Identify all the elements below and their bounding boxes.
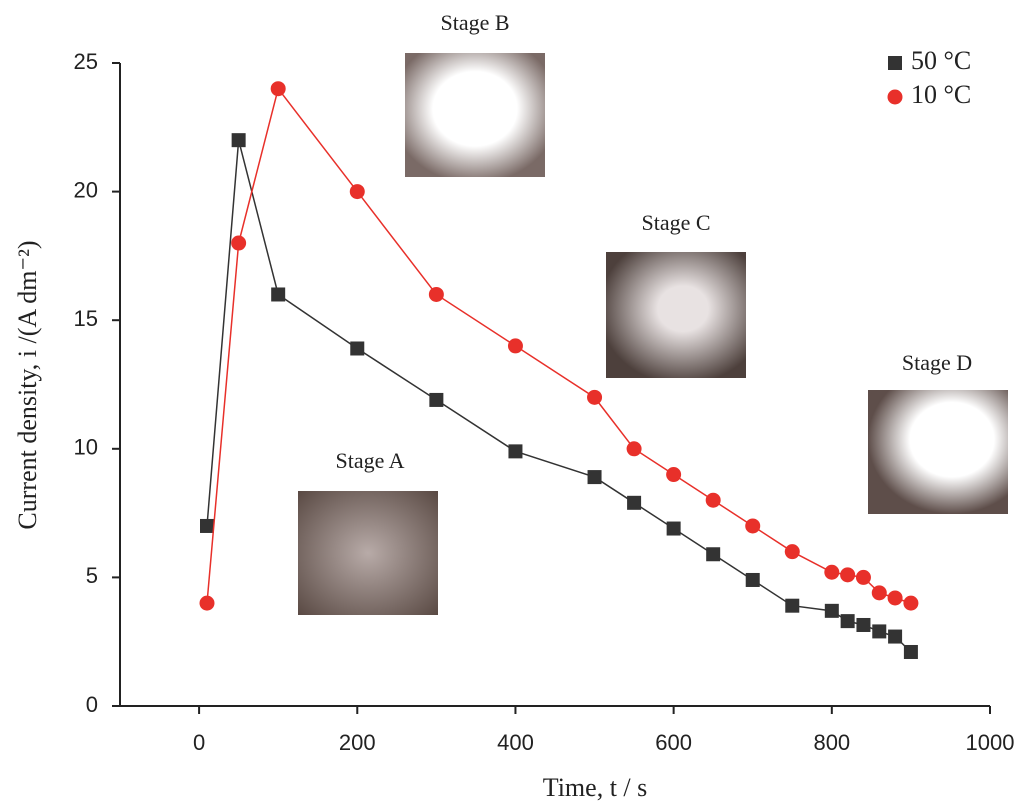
marker xyxy=(888,629,903,644)
y-tick-label: 20 xyxy=(74,177,98,202)
x-tick-label: 400 xyxy=(497,730,534,755)
y-tick-label: 25 xyxy=(74,49,98,74)
marker xyxy=(350,341,365,356)
x-tick-label: 600 xyxy=(655,730,692,755)
x-tick-label: 200 xyxy=(339,730,376,755)
marker xyxy=(271,287,286,302)
marker xyxy=(856,617,871,632)
marker xyxy=(784,544,800,560)
marker xyxy=(627,495,642,510)
marker xyxy=(199,595,215,611)
marker xyxy=(428,286,444,302)
marker xyxy=(666,467,682,483)
stage-image xyxy=(868,390,1008,514)
marker xyxy=(231,235,247,251)
marker xyxy=(626,441,642,457)
legend-label: 10 °C xyxy=(911,80,971,109)
y-tick-label: 5 xyxy=(86,563,98,588)
marker xyxy=(270,81,286,97)
x-tick-label: 800 xyxy=(813,730,850,755)
marker xyxy=(507,338,523,354)
legend-marker xyxy=(888,56,902,70)
marker xyxy=(587,389,603,405)
marker xyxy=(706,547,721,562)
legend-label: 50 °C xyxy=(911,46,971,75)
marker xyxy=(587,470,602,485)
marker xyxy=(840,567,856,583)
marker xyxy=(824,564,840,580)
marker xyxy=(745,572,760,587)
stage-image xyxy=(405,53,545,177)
stage-image xyxy=(606,252,746,378)
y-tick-label: 10 xyxy=(74,435,98,460)
stage-label: Stage C xyxy=(641,210,710,235)
marker xyxy=(872,624,887,639)
y-axis-title: Current density, i /(A dm⁻²) xyxy=(13,240,42,529)
x-tick-label: 0 xyxy=(193,730,205,755)
marker xyxy=(349,184,365,200)
y-tick-label: 0 xyxy=(86,692,98,717)
marker xyxy=(840,614,855,629)
stage-image xyxy=(298,491,438,615)
marker xyxy=(887,590,903,606)
y-tick-label: 15 xyxy=(74,306,98,331)
marker xyxy=(508,444,523,459)
marker xyxy=(903,595,919,611)
marker xyxy=(855,569,871,585)
marker xyxy=(200,518,214,533)
marker xyxy=(871,585,887,601)
stage-label: Stage B xyxy=(440,10,509,35)
marker xyxy=(429,392,444,407)
marker xyxy=(705,492,721,508)
x-axis-title: Time, t / s xyxy=(543,773,648,802)
marker xyxy=(745,518,761,534)
marker xyxy=(785,598,800,613)
marker xyxy=(824,603,839,618)
marker xyxy=(903,644,918,659)
marker xyxy=(231,133,246,148)
stage-label: Stage D xyxy=(902,350,972,375)
stage-label: Stage A xyxy=(335,448,404,473)
legend-marker xyxy=(887,89,903,105)
marker xyxy=(666,521,681,536)
x-tick-label: 1000 xyxy=(966,730,1015,755)
